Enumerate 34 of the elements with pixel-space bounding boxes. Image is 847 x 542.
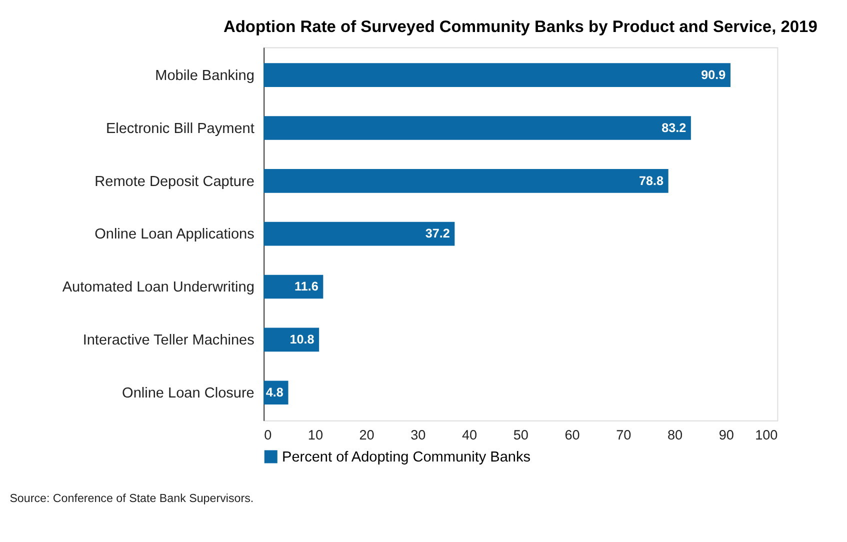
data-label: 37.2 [425, 226, 450, 241]
y-tick-label: Mobile Banking [155, 68, 254, 84]
y-tick-label: Automated Loan Underwriting [62, 280, 254, 296]
x-tick-label: 90 [718, 427, 734, 442]
source-note: Source: Conference of State Bank Supervisors. [10, 492, 254, 505]
y-tick-label: Online Loan Closure [122, 385, 254, 402]
y-tick-label: Electronic Bill Payment [106, 120, 254, 137]
x-tick-label: 100 [755, 427, 778, 442]
x-tick-label: 10 [308, 427, 323, 442]
bar [264, 116, 691, 140]
legend-label: Percent of Adopting Community Banks [282, 450, 531, 466]
data-label: 4.8 [266, 385, 284, 400]
data-label: 90.9 [701, 68, 726, 82]
data-label: 83.2 [662, 120, 686, 135]
bar [264, 328, 320, 352]
y-tick-label: Interactive Teller Machines [82, 332, 254, 349]
data-label: 11.6 [294, 280, 318, 294]
x-tick-label: 0 [264, 427, 272, 442]
y-tick-label: Online Loan Applications [94, 226, 254, 243]
x-tick-label: 70 [616, 427, 632, 442]
x-tick-label: 20 [359, 427, 374, 442]
bar [264, 169, 668, 193]
data-label: 10.8 [290, 332, 314, 347]
bar [264, 222, 455, 246]
x-tick-label: 80 [667, 427, 683, 442]
chart-title: Adoption Rate of Surveyed Community Banks by Product and Service, 2019 [223, 18, 818, 36]
x-tick-label: 40 [462, 427, 478, 442]
bar [264, 63, 730, 87]
x-tick-label: 60 [564, 427, 580, 442]
x-tick-label: 50 [513, 427, 528, 442]
x-tick-label: 30 [410, 427, 426, 442]
bar [264, 274, 324, 299]
y-tick-label: Remote Deposit Capture [94, 174, 254, 190]
data-label: 78.8 [639, 174, 664, 188]
